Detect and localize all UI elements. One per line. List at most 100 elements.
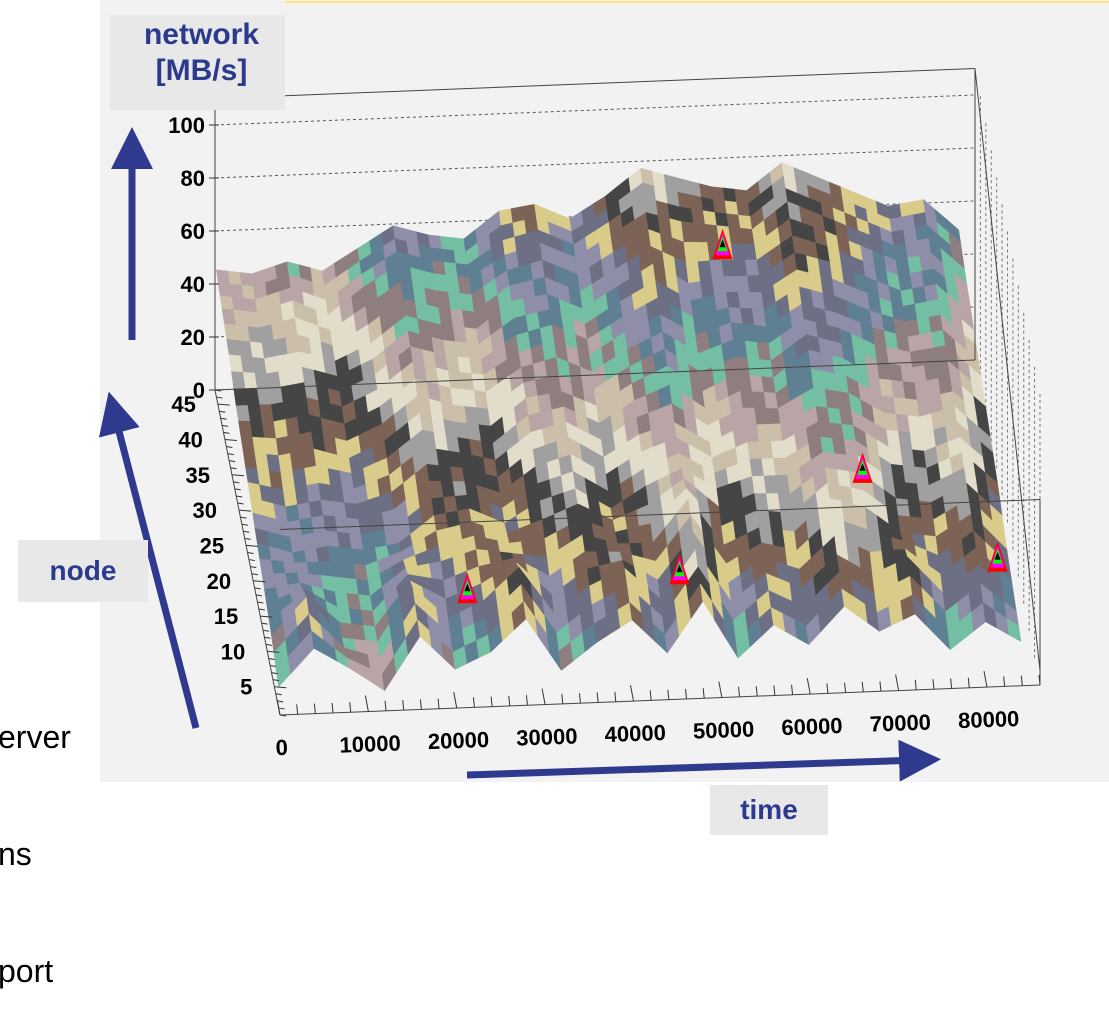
x-tick: [614, 691, 617, 702]
surface-peak: [994, 552, 1001, 560]
surface-patch: [441, 248, 457, 264]
node-tick: [272, 679, 280, 682]
surface-peak: [719, 239, 726, 248]
x-tick: [791, 684, 794, 695]
surface-patch: [915, 225, 930, 242]
surface-patch: [899, 201, 914, 218]
x-tick: [402, 700, 405, 711]
node-tick-label: 30: [193, 498, 217, 523]
x-tick: [738, 686, 741, 697]
surface-chart: 0 10000 20000 30000 40000 50000 60000 70000 8000…: [98, 0, 1109, 782]
x-tick: [596, 692, 599, 703]
x-tick: [685, 688, 688, 700]
x-tick: [844, 682, 847, 693]
node-tick: [240, 516, 247, 519]
node-tick: [229, 460, 236, 463]
x-tick: [313, 703, 316, 714]
node-tick: [246, 544, 259, 547]
surface-patch: [911, 199, 926, 216]
x-tick-label: 10000: [339, 730, 401, 757]
node-tick: [267, 650, 280, 653]
x-tick: [1020, 675, 1023, 686]
x-tick-label: 0: [275, 735, 288, 760]
x-tick: [718, 681, 723, 698]
x-tick: [983, 671, 988, 688]
side-text-line: port: [0, 953, 54, 989]
surface-patch: [229, 283, 245, 299]
surface-patch: [239, 272, 254, 288]
x-tick: [667, 689, 670, 700]
node-tick: [261, 622, 268, 625]
node-tick: [220, 417, 227, 420]
node-tick: [243, 530, 250, 533]
tick-labels: 0 10000 20000 30000 40000 50000 60000 70000 8000…: [168, 113, 1041, 760]
node-tick: [227, 453, 234, 456]
surface-peak: [859, 463, 866, 471]
y-axis-label-line2: [MB/s]: [155, 54, 248, 87]
node-tick: [236, 495, 243, 498]
node-tick: [217, 403, 230, 406]
side-text-line: erver: [0, 719, 71, 755]
x-tick-label: 50000: [693, 717, 755, 744]
node-tick-label: 35: [185, 463, 209, 488]
frame-edge: [214, 68, 976, 99]
node-tick: [254, 587, 261, 590]
surface-patch: [1006, 617, 1022, 643]
surface-patch: [903, 227, 918, 244]
x-tick: [755, 686, 758, 697]
y-axis-label: network [MB/s]: [110, 15, 285, 110]
x-tick: [861, 681, 864, 693]
x-tick-label: 70000: [869, 710, 931, 737]
node-tick: [216, 396, 223, 399]
node-tick: [255, 594, 263, 597]
y-gridline: [214, 94, 976, 126]
axes-frame: [214, 68, 1041, 716]
x-tick: [331, 702, 334, 713]
x-tick: [578, 693, 581, 704]
node-tick: [224, 438, 237, 441]
side-text-line: ns: [0, 836, 32, 872]
frame-edge: [974, 68, 1041, 671]
surface-patch: [889, 216, 904, 233]
axis-arrows: [98, 127, 941, 782]
node-tick: [238, 509, 252, 512]
x-tick: [525, 695, 528, 706]
node-tick: [268, 657, 275, 660]
node-tick-label: 20: [207, 569, 231, 594]
y-tick-label: 0: [193, 378, 205, 403]
y-tick-label: 100: [168, 113, 205, 138]
x-tick-label: 60000: [781, 713, 843, 740]
node-axis-label: node: [18, 540, 148, 602]
surface-patch: [722, 187, 738, 203]
node-tick: [270, 665, 277, 668]
x-tick: [967, 677, 970, 688]
node-tick: [223, 431, 230, 434]
node-tick: [258, 608, 265, 611]
x-tick: [419, 699, 422, 710]
x-tick: [437, 698, 440, 709]
node-tick: [231, 474, 244, 477]
node-axis-arrow: [98, 391, 200, 729]
surface-patch: [913, 212, 928, 229]
x-tick: [384, 700, 387, 711]
x-axis-line: [279, 684, 1041, 716]
node-tick: [264, 636, 271, 639]
node-tick: [253, 580, 266, 583]
x-tick: [1003, 676, 1006, 687]
y-tick-label: 40: [181, 272, 205, 297]
node-tick: [248, 559, 255, 562]
x-tick: [629, 684, 634, 702]
x-tick: [914, 679, 917, 690]
x-tick: [508, 695, 511, 706]
frame-edge: [214, 359, 976, 391]
node-tick: [257, 601, 264, 604]
time-axis-label: time: [710, 785, 828, 835]
y-axis-label-line1: network: [143, 18, 260, 51]
x-tick: [541, 688, 546, 705]
x-tick: [773, 685, 776, 696]
node-tick: [265, 643, 272, 646]
frame-edge: [279, 499, 1041, 530]
x-tick: [879, 681, 882, 692]
x-tick: [472, 697, 475, 708]
node-tick: [277, 700, 284, 703]
